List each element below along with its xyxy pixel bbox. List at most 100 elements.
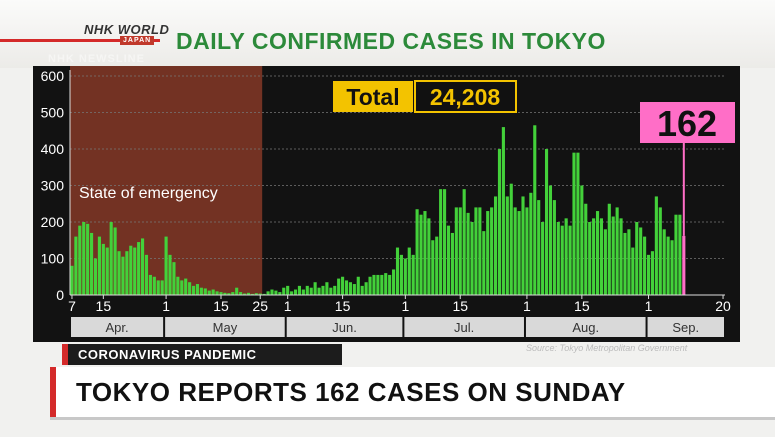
bar: [548, 185, 553, 295]
y-tick-label: 300: [41, 178, 65, 194]
bar: [623, 232, 627, 295]
bar: [595, 211, 600, 295]
bar: [658, 207, 662, 295]
bar: [572, 152, 576, 295]
bar: [254, 293, 258, 295]
newsline-watermark: NHK NEWSLINE: [48, 53, 145, 65]
bar: [407, 247, 411, 295]
bar: [242, 293, 247, 295]
bar: [478, 207, 482, 295]
bar: [235, 287, 239, 295]
bar: [262, 293, 266, 295]
x-tick-label: 15: [96, 298, 112, 314]
bar: [325, 282, 329, 295]
bar: [662, 229, 666, 295]
bar: [654, 196, 658, 295]
y-tick-label: 200: [41, 214, 65, 230]
x-tick-label: 1: [284, 298, 292, 314]
bar: [419, 214, 423, 295]
bar: [290, 291, 294, 295]
bar: [90, 232, 94, 295]
bar: [395, 247, 400, 295]
bar: [639, 227, 643, 295]
bar: [82, 222, 86, 295]
bar: [368, 276, 372, 295]
emergency-label: State of emergency: [79, 185, 218, 202]
bar: [435, 236, 439, 295]
bar: [611, 216, 615, 295]
bar: [180, 280, 184, 295]
y-tick-label: 600: [41, 68, 65, 84]
month-label: Jul.: [454, 320, 474, 335]
bar: [584, 203, 588, 295]
bar: [415, 209, 419, 295]
bar: [305, 285, 309, 295]
bar: [423, 211, 427, 295]
month-box: [165, 317, 285, 337]
bar: [509, 183, 513, 295]
chart-panel: State of emergency 0 100 200 300 400 500 600 7 15…: [33, 66, 740, 342]
bar-chart: State of emergency 0 100 200 300 400 500 600 7 15…: [41, 66, 735, 337]
bar: [219, 292, 223, 295]
bar: [372, 274, 376, 295]
bar: [474, 207, 478, 295]
bar: [505, 196, 509, 295]
bar: [78, 225, 82, 295]
bar: [376, 274, 380, 295]
bar: [86, 223, 90, 295]
bar: [544, 149, 549, 295]
bar: [592, 218, 596, 295]
bar: [517, 211, 521, 295]
x-tick-label: 7: [68, 298, 76, 314]
bar: [529, 192, 533, 295]
bar: [74, 236, 78, 295]
bar: [152, 276, 156, 295]
bar: [211, 289, 215, 295]
topic-label: CORONAVIRUS PANDEMIC: [62, 344, 342, 365]
bar: [270, 289, 274, 295]
bar: [137, 242, 141, 295]
bar: [564, 218, 568, 295]
bar: [493, 196, 498, 295]
bar: [560, 225, 564, 295]
bar: [117, 251, 121, 295]
bar: [466, 212, 470, 295]
bar: [148, 274, 152, 295]
bar: [195, 284, 200, 295]
bar: [191, 285, 196, 295]
bar: [427, 218, 431, 295]
highlight-bar: [682, 235, 686, 295]
bar: [486, 211, 490, 295]
headline-banner: [50, 367, 775, 420]
bar: [250, 293, 254, 295]
bar: [223, 292, 227, 295]
bar: [458, 207, 462, 295]
bar: [627, 229, 631, 295]
bar: [360, 285, 364, 295]
headline-red-accent: [50, 367, 56, 417]
month-label: Apr.: [106, 320, 129, 335]
bar: [443, 189, 447, 295]
x-tick-label: 15: [213, 298, 229, 314]
bar: [501, 127, 505, 295]
bar: [109, 222, 113, 295]
bar: [129, 245, 133, 295]
bar: [497, 149, 502, 295]
bar: [411, 254, 415, 295]
bar: [160, 280, 164, 295]
bar: [388, 274, 392, 295]
bar: [239, 292, 243, 295]
bar: [356, 276, 360, 295]
bar: [470, 222, 474, 295]
bar: [133, 247, 137, 295]
bar: [227, 293, 231, 295]
bar: [301, 289, 305, 295]
bar: [450, 232, 454, 295]
bar: [439, 189, 443, 295]
bar: [93, 258, 98, 295]
bar: [341, 276, 345, 295]
bar: [513, 207, 517, 295]
total-value: 24,208: [430, 84, 501, 110]
month-box: [286, 317, 403, 337]
month-label: Jun.: [332, 320, 357, 335]
